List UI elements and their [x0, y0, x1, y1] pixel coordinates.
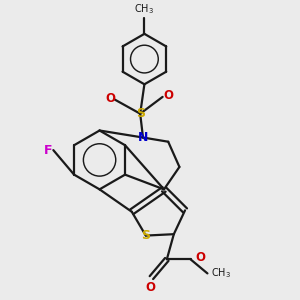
Text: N: N	[138, 131, 148, 144]
Text: O: O	[196, 251, 206, 265]
Text: F: F	[44, 144, 52, 157]
Text: O: O	[105, 92, 115, 105]
Text: O: O	[145, 281, 155, 294]
Text: S: S	[136, 107, 145, 120]
Text: CH$_3$: CH$_3$	[134, 3, 154, 16]
Text: CH$_3$: CH$_3$	[211, 266, 231, 280]
Text: O: O	[163, 89, 173, 102]
Text: S: S	[141, 229, 150, 242]
